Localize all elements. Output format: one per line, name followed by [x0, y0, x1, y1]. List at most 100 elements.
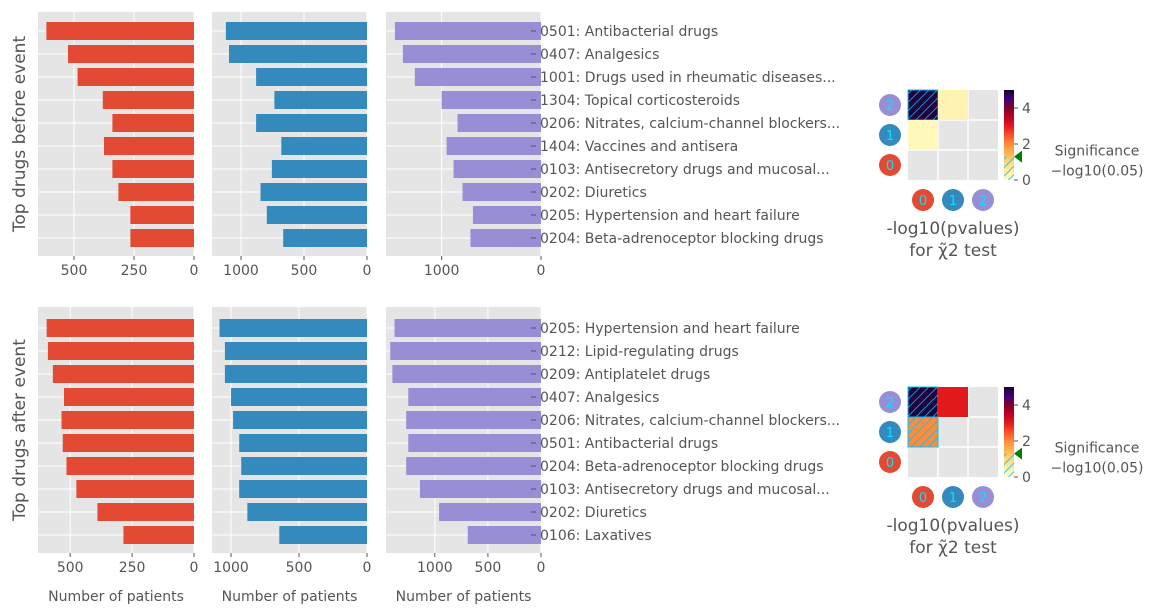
colorbar-tick-label: 2 [1022, 137, 1031, 153]
bar [283, 229, 367, 247]
bar [224, 365, 367, 383]
category-label: 1304: Topical corticosteroids [540, 93, 740, 109]
x-tick-label: 250 [121, 263, 148, 279]
bar [472, 206, 541, 224]
bar [64, 388, 194, 406]
y-category-marker [879, 154, 901, 176]
bar [439, 503, 541, 521]
bar [225, 22, 367, 40]
panel-after-1: 1000 500 0 Number of patients [212, 307, 371, 605]
colorbar-label: Significance [1055, 441, 1140, 457]
heatmap-xlabel: -log10(pvalues) [886, 516, 1019, 536]
bar [46, 22, 195, 40]
bar [112, 114, 194, 132]
y-category-label: 2 [886, 396, 894, 411]
bar [47, 342, 195, 360]
x-axis-label: Number of patients [48, 589, 184, 605]
category-label: 0209: Antiplatelet drugs [540, 367, 710, 383]
colorbar [1004, 90, 1014, 180]
bar [467, 526, 541, 544]
bar [247, 503, 367, 521]
y-category-label: 1 [886, 129, 894, 144]
x-tick-label: 0 [190, 263, 199, 279]
heatmap-xlabel-line2: for χ̃2 test [909, 538, 997, 558]
bar [76, 480, 194, 498]
panel-before-2: 1000 0 [386, 12, 545, 279]
colorbar-significance-hatch [1004, 156, 1014, 180]
bar [256, 68, 367, 86]
colorbar [1004, 387, 1014, 477]
colorbar-label: Significance [1055, 144, 1140, 160]
x-tick-label: 500 [475, 560, 502, 576]
x-tick-label: 1000 [213, 560, 249, 576]
bar [130, 206, 194, 224]
colorbar-tick-label: 4 [1022, 101, 1031, 117]
x-category-marker [972, 486, 994, 508]
heatmap-xlabel: -log10(pvalues) [886, 219, 1019, 239]
x-tick-label: 0 [363, 560, 372, 576]
bar [241, 457, 367, 475]
x-tick-label: 250 [119, 560, 146, 576]
bar [130, 229, 194, 247]
bar [62, 434, 195, 452]
bar [97, 503, 194, 521]
bar [281, 137, 367, 155]
x-tick-label: 0 [537, 263, 546, 279]
bar-group-after: 500 250 0 Number of patients 1000 500 0 Number … [10, 307, 840, 605]
bar [419, 480, 541, 498]
category-label: 0205: Hypertension and heart failure [540, 321, 800, 337]
category-label: 0407: Analgesics [540, 390, 659, 406]
bar [239, 480, 367, 498]
x-tick-label: 500 [61, 263, 88, 279]
category-label: 0202: Diuretics [540, 505, 647, 521]
bar [406, 411, 541, 429]
bar [66, 457, 194, 475]
bar [279, 526, 367, 544]
bar [390, 342, 541, 360]
category-label: 0204: Beta-adrenoceptor blocking drugs [540, 231, 824, 247]
category-label: 0103: Antisecretory drugs and mucosal... [540, 482, 830, 498]
category-label: 0103: Antisecretory drugs and mucosal... [540, 162, 830, 178]
x-tick-label: 0 [363, 263, 372, 279]
x-category-marker [912, 486, 934, 508]
bar [406, 457, 541, 475]
y-category-label: 0 [886, 456, 894, 471]
y-category-label: 0 [886, 159, 894, 174]
heatmap-xlabel-line2: for χ̃2 test [909, 241, 997, 261]
bar [46, 319, 194, 337]
category-label: 0106: Laxatives [540, 528, 652, 544]
x-category-marker [942, 189, 964, 211]
bar [392, 365, 541, 383]
bar [457, 114, 541, 132]
category-label: 0206: Nitrates, calcium-channel blockers… [540, 116, 840, 132]
x-category-label: 0 [919, 491, 927, 506]
bar [224, 342, 367, 360]
bar [112, 160, 194, 178]
x-category-label: 2 [979, 194, 987, 209]
y-category-marker [879, 451, 901, 473]
panel-before-1: 1000 500 0 [212, 12, 371, 279]
heatmap-cell [908, 120, 938, 150]
x-tick-label: 500 [57, 560, 84, 576]
heatmap-cell [938, 90, 968, 120]
category-label: 0407: Analgesics [540, 47, 659, 63]
bar [52, 365, 194, 383]
y-category-label: 1 [886, 426, 894, 441]
bar [229, 45, 367, 63]
panel-after-2: 1000 500 0 Number of patients [386, 307, 545, 605]
panel-before-0: 500 250 0 [38, 12, 198, 279]
bar [118, 183, 194, 201]
colorbar-label-line2: −log10(0.05) [1051, 164, 1144, 180]
panel-after-0: 500 250 0 Number of patients [38, 307, 198, 605]
y-category-label: 2 [886, 99, 894, 114]
x-tick-label: 1000 [417, 560, 453, 576]
bar [256, 114, 367, 132]
category-label: 0206: Nitrates, calcium-channel blockers… [540, 413, 840, 429]
bar [414, 68, 541, 86]
bar [408, 434, 541, 452]
bar [446, 137, 541, 155]
heatmap-before: 0 1 2 0 1 2 -log10(pvalues)for χ̃2 test 4 2 0 Sign… [879, 89, 1144, 261]
significance-hatch [907, 416, 939, 448]
bar [441, 91, 541, 109]
bar [239, 434, 367, 452]
